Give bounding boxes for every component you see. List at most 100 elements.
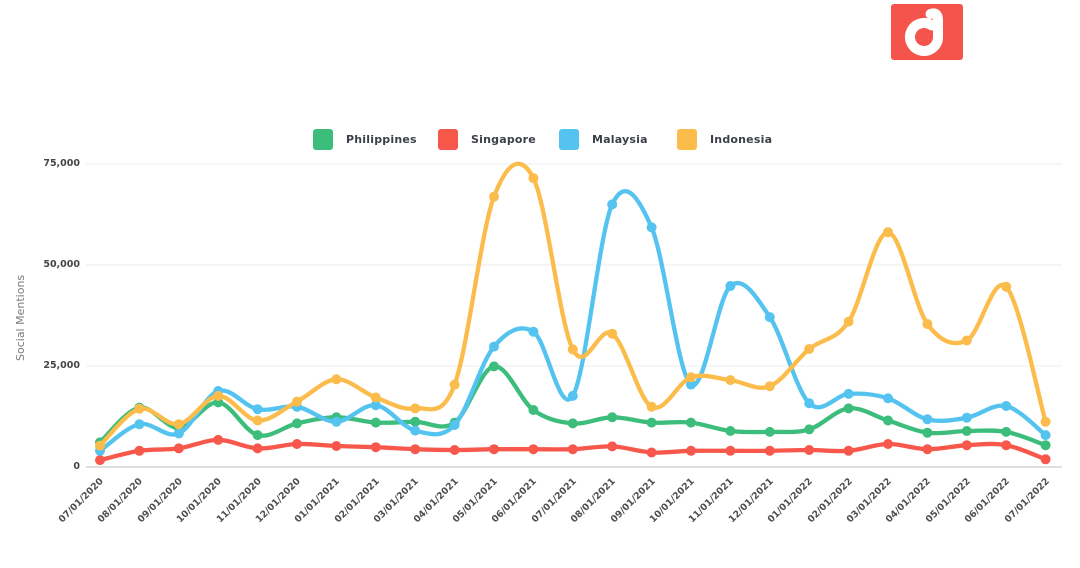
- legend-item-singapore[interactable]: Singapore: [438, 129, 536, 150]
- data-point-singapore[interactable]: [843, 445, 854, 456]
- data-point-indonesia[interactable]: [173, 419, 184, 430]
- data-point-philippines[interactable]: [883, 415, 893, 426]
- data-point-singapore[interactable]: [370, 442, 381, 453]
- data-point-indonesia[interactable]: [1001, 281, 1012, 292]
- data-point-philippines[interactable]: [922, 427, 933, 438]
- data-point-singapore[interactable]: [449, 445, 460, 455]
- data-point-malaysia[interactable]: [370, 400, 381, 411]
- data-point-singapore[interactable]: [883, 439, 893, 449]
- data-point-indonesia[interactable]: [252, 415, 263, 426]
- line-indonesia: [97, 161, 1048, 448]
- data-point-indonesia[interactable]: [843, 316, 854, 327]
- data-point-indonesia[interactable]: [607, 328, 618, 339]
- data-point-malaysia[interactable]: [686, 379, 696, 390]
- data-point-singapore[interactable]: [489, 444, 499, 455]
- data-point-indonesia[interactable]: [410, 403, 421, 414]
- data-point-malaysia[interactable]: [922, 414, 933, 425]
- data-point-philippines[interactable]: [1001, 426, 1012, 437]
- data-point-malaysia[interactable]: [567, 390, 578, 401]
- data-point-malaysia[interactable]: [1001, 401, 1012, 411]
- data-point-philippines[interactable]: [252, 430, 263, 441]
- data-point-indonesia[interactable]: [331, 374, 342, 385]
- data-point-malaysia[interactable]: [764, 312, 775, 323]
- data-point-philippines[interactable]: [607, 412, 618, 423]
- data-point-singapore[interactable]: [292, 439, 302, 449]
- data-point-indonesia[interactable]: [370, 392, 381, 403]
- data-point-singapore[interactable]: [567, 444, 578, 455]
- data-point-singapore[interactable]: [252, 443, 263, 454]
- data-point-indonesia[interactable]: [449, 379, 460, 390]
- data-point-malaysia[interactable]: [725, 281, 736, 291]
- data-point-malaysia[interactable]: [489, 341, 499, 352]
- y-tick-label: 75,000: [43, 158, 80, 169]
- digimind-d-icon: [891, 4, 963, 60]
- data-point-indonesia[interactable]: [134, 403, 145, 414]
- data-point-indonesia[interactable]: [686, 372, 696, 383]
- data-point-indonesia[interactable]: [528, 173, 539, 184]
- data-point-malaysia[interactable]: [449, 420, 460, 430]
- data-point-singapore[interactable]: [961, 440, 972, 451]
- data-point-malaysia[interactable]: [134, 419, 145, 430]
- data-point-philippines[interactable]: [725, 426, 736, 436]
- data-point-singapore[interactable]: [213, 434, 224, 445]
- data-point-singapore[interactable]: [646, 447, 657, 458]
- data-point-singapore[interactable]: [173, 443, 184, 454]
- data-point-singapore[interactable]: [686, 445, 696, 456]
- data-point-philippines[interactable]: [686, 417, 696, 428]
- data-point-malaysia[interactable]: [410, 425, 421, 436]
- data-point-indonesia[interactable]: [804, 344, 815, 354]
- data-point-singapore[interactable]: [95, 455, 105, 466]
- data-point-philippines[interactable]: [489, 361, 499, 372]
- data-point-malaysia[interactable]: [331, 416, 342, 427]
- legend-item-indonesia[interactable]: Indonesia: [677, 129, 772, 150]
- data-point-indonesia[interactable]: [646, 401, 657, 412]
- data-point-singapore[interactable]: [725, 445, 736, 456]
- data-point-indonesia[interactable]: [922, 319, 933, 329]
- data-point-indonesia[interactable]: [567, 344, 578, 355]
- data-point-singapore[interactable]: [134, 445, 145, 456]
- data-point-indonesia[interactable]: [213, 390, 224, 401]
- data-point-malaysia[interactable]: [607, 199, 618, 210]
- data-point-indonesia[interactable]: [725, 375, 736, 386]
- data-point-malaysia[interactable]: [173, 428, 184, 439]
- data-point-philippines[interactable]: [764, 426, 775, 437]
- data-point-malaysia[interactable]: [1040, 430, 1051, 441]
- data-point-philippines[interactable]: [1040, 440, 1051, 451]
- data-point-indonesia[interactable]: [292, 396, 302, 407]
- data-point-philippines[interactable]: [567, 418, 578, 429]
- data-point-philippines[interactable]: [646, 417, 657, 428]
- data-point-malaysia[interactable]: [646, 222, 657, 233]
- data-point-singapore[interactable]: [1001, 440, 1012, 451]
- y-axis-title: Social Mentions: [14, 274, 27, 361]
- data-point-singapore[interactable]: [528, 444, 539, 455]
- data-point-indonesia[interactable]: [1040, 416, 1051, 427]
- data-point-philippines[interactable]: [843, 403, 854, 414]
- data-point-indonesia[interactable]: [95, 440, 105, 451]
- data-point-indonesia[interactable]: [764, 381, 775, 392]
- data-point-philippines[interactable]: [961, 426, 972, 436]
- data-point-indonesia[interactable]: [961, 335, 972, 346]
- data-point-malaysia[interactable]: [843, 388, 854, 399]
- data-point-malaysia[interactable]: [528, 326, 539, 337]
- data-point-malaysia[interactable]: [961, 412, 972, 423]
- data-point-malaysia[interactable]: [252, 404, 263, 415]
- data-point-singapore[interactable]: [1040, 454, 1051, 465]
- data-point-indonesia[interactable]: [489, 191, 499, 202]
- data-point-philippines[interactable]: [804, 424, 815, 435]
- data-point-philippines[interactable]: [528, 405, 539, 415]
- data-point-malaysia[interactable]: [804, 398, 815, 409]
- data-point-singapore[interactable]: [410, 444, 421, 455]
- data-point-philippines[interactable]: [410, 416, 421, 427]
- data-point-singapore[interactable]: [607, 441, 618, 452]
- data-point-singapore[interactable]: [764, 445, 775, 456]
- data-point-philippines[interactable]: [292, 418, 302, 429]
- data-point-indonesia[interactable]: [883, 227, 893, 238]
- legend-item-malaysia[interactable]: Malaysia: [559, 129, 648, 150]
- data-point-singapore[interactable]: [922, 444, 933, 455]
- data-point-singapore[interactable]: [331, 441, 342, 451]
- data-point-philippines[interactable]: [370, 417, 381, 428]
- data-point-malaysia[interactable]: [883, 393, 893, 404]
- legend-item-philippines[interactable]: Philippines: [313, 129, 417, 150]
- data-point-singapore[interactable]: [804, 445, 815, 455]
